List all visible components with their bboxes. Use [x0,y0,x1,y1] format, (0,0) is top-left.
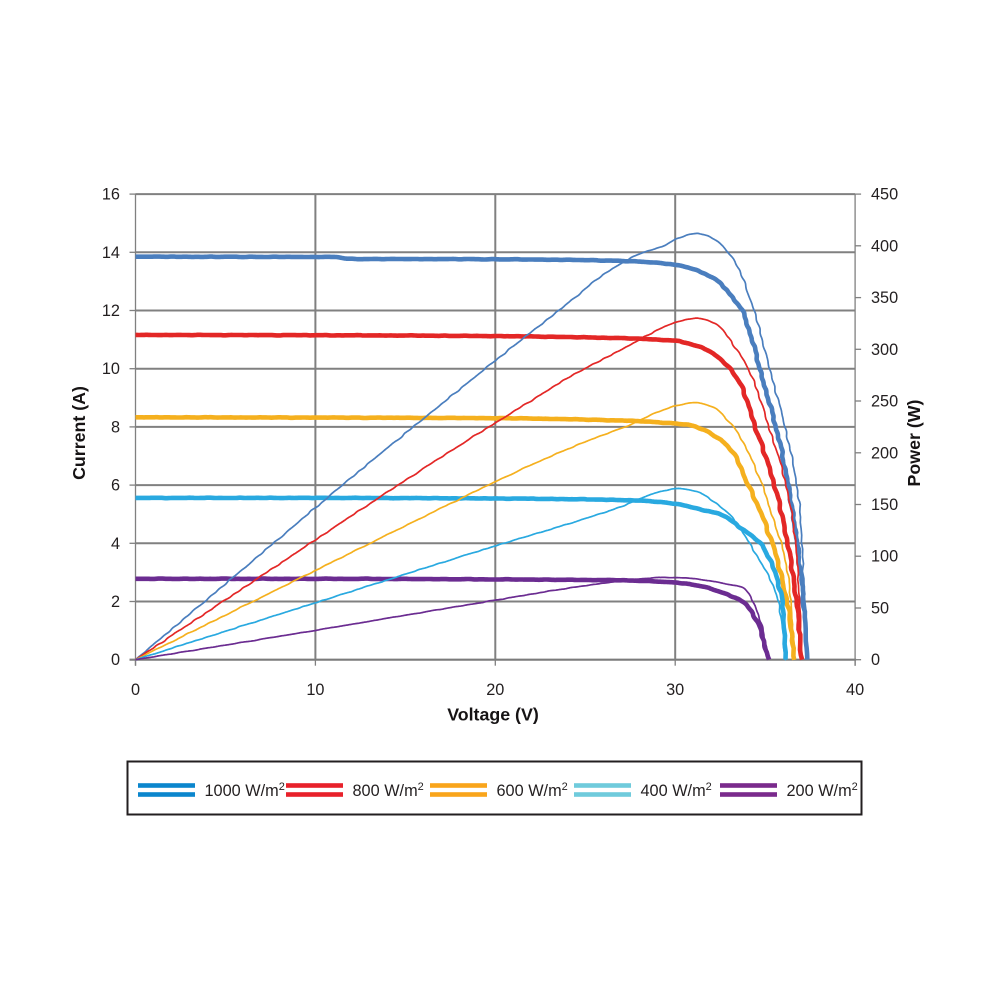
svg-text:10: 10 [306,681,324,699]
svg-text:Voltage (V): Voltage (V) [447,705,539,725]
svg-text:Current (A): Current (A) [69,386,89,480]
svg-text:20: 20 [486,681,504,699]
svg-text:Power (W): Power (W) [904,399,924,486]
svg-text:200: 200 [871,444,898,462]
svg-text:250: 250 [871,393,898,411]
svg-text:400 W/m2: 400 W/m2 [641,781,712,800]
svg-text:600 W/m2: 600 W/m2 [497,781,568,800]
svg-text:800 W/m2: 800 W/m2 [353,781,424,800]
svg-text:30: 30 [666,681,684,699]
svg-text:14: 14 [102,244,120,262]
svg-text:150: 150 [871,496,898,514]
svg-text:50: 50 [871,600,889,618]
svg-text:8: 8 [111,418,120,436]
svg-text:12: 12 [102,302,120,320]
svg-text:0: 0 [131,681,140,699]
svg-text:350: 350 [871,289,898,307]
svg-text:1000 W/m2: 1000 W/m2 [205,781,285,800]
svg-text:0: 0 [871,651,880,669]
svg-text:400: 400 [871,237,898,255]
svg-text:16: 16 [102,186,120,204]
svg-text:6: 6 [111,477,120,495]
svg-text:2: 2 [111,593,120,611]
svg-text:100: 100 [871,548,898,566]
svg-text:10: 10 [102,360,120,378]
svg-text:450: 450 [871,186,898,204]
svg-text:4: 4 [111,535,120,553]
svg-text:200 W/m2: 200 W/m2 [787,781,858,800]
svg-text:300: 300 [871,341,898,359]
svg-text:0: 0 [111,651,120,669]
svg-text:40: 40 [846,681,864,699]
